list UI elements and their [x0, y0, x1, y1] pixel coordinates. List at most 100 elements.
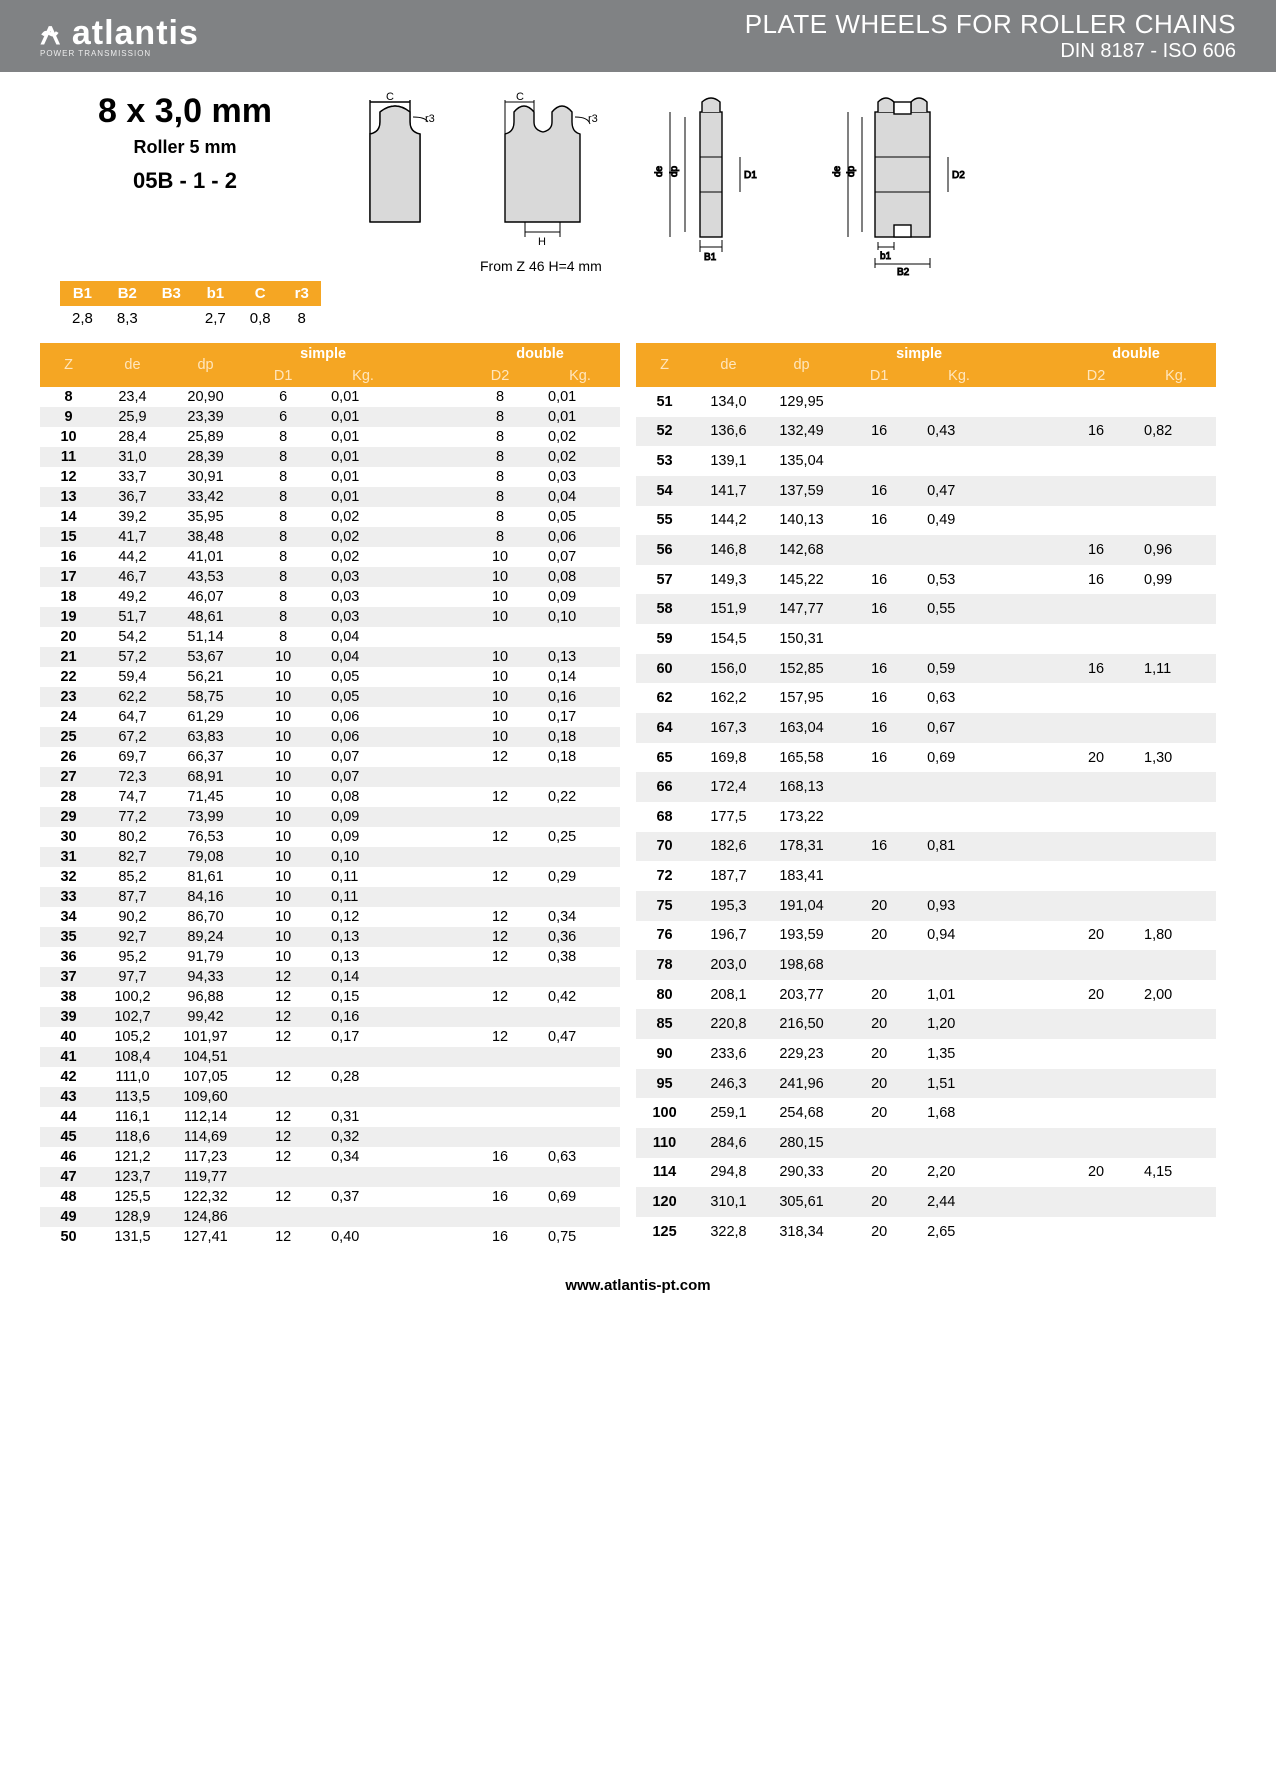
cell: 66: [636, 772, 693, 802]
cell: 16: [1056, 565, 1136, 595]
table-row: 90233,6229,23201,35: [636, 1039, 1216, 1069]
col-header: dp: [168, 343, 243, 387]
cell: 0,81: [919, 832, 999, 862]
cell: 107,05: [168, 1067, 243, 1087]
table-row: 1746,743,5380,03100,08: [40, 567, 620, 587]
cell: 142,68: [764, 535, 839, 565]
table-row: 57149,3145,22160,53160,99: [636, 565, 1216, 595]
cell: 127,41: [168, 1227, 243, 1247]
cell: 59: [636, 624, 693, 654]
page-title: PLATE WHEELS FOR ROLLER CHAINS: [745, 9, 1236, 40]
cell: [999, 476, 1056, 506]
cell: [999, 861, 1056, 891]
cell: 68,91: [168, 767, 243, 787]
cell: 0,01: [540, 387, 620, 407]
cell: 10: [460, 647, 540, 667]
cell: [403, 507, 460, 527]
cell: [999, 891, 1056, 921]
cell: [403, 1167, 460, 1187]
cell: 14: [40, 507, 97, 527]
cell: 8: [243, 627, 323, 647]
cell: 0,02: [540, 447, 620, 467]
b-table-wrap: B1B2B3b1Cr3 2,88,32,70,88: [0, 281, 1276, 343]
cell: 152,85: [764, 654, 839, 684]
cell: [999, 1158, 1056, 1188]
cell: 1,30: [1136, 743, 1216, 773]
table-row: 3797,794,33120,14: [40, 967, 620, 987]
cell: 62: [636, 683, 693, 713]
col-header: dp: [764, 343, 839, 387]
cell: 32: [40, 867, 97, 887]
cell: 157,95: [764, 683, 839, 713]
svg-text:D1: D1: [744, 170, 757, 181]
cell: 10: [243, 667, 323, 687]
cell: 169,8: [693, 743, 764, 773]
table-row: 1849,246,0780,03100,09: [40, 587, 620, 607]
cell: 0,22: [540, 787, 620, 807]
cell: [540, 1107, 620, 1127]
cell: 20: [839, 891, 919, 921]
cell: 10: [460, 687, 540, 707]
cell: 8: [460, 467, 540, 487]
cell: 16: [839, 832, 919, 862]
cell: 85: [636, 1009, 693, 1039]
cell: 58: [636, 594, 693, 624]
cell: 43,53: [168, 567, 243, 587]
cell: 1,68: [919, 1098, 999, 1128]
cell: 16: [839, 654, 919, 684]
cell: 70: [636, 832, 693, 862]
cell: [1056, 950, 1136, 980]
table-row: 925,923,3960,0180,01: [40, 407, 620, 427]
cell: [403, 1067, 460, 1087]
cell: 305,61: [764, 1187, 839, 1217]
cell: 76,53: [168, 827, 243, 847]
footer-url: www.atlantis-pt.com: [0, 1267, 1276, 1324]
cell: [999, 950, 1056, 980]
cell: 20: [839, 1069, 919, 1099]
cell: [403, 587, 460, 607]
cell: [1136, 861, 1216, 891]
cell: [839, 772, 919, 802]
cell: 0,10: [323, 847, 403, 867]
cell: [999, 387, 1056, 417]
cell: 12: [243, 1067, 323, 1087]
table-row: 110284,6280,15: [636, 1128, 1216, 1158]
cell: 34: [40, 907, 97, 927]
cell: 20: [839, 1187, 919, 1217]
cell: 90,2: [97, 907, 168, 927]
cell: 19: [40, 607, 97, 627]
cell: 8: [243, 487, 323, 507]
cell: 151,9: [693, 594, 764, 624]
cell: 0,53: [919, 565, 999, 595]
cell: 49: [40, 1207, 97, 1227]
cell: 12: [460, 947, 540, 967]
cell: [403, 847, 460, 867]
cell: 8: [243, 447, 323, 467]
table-row: 76196,7193,59200,94201,80: [636, 921, 1216, 951]
cell: 0,13: [540, 647, 620, 667]
cell: 16: [40, 547, 97, 567]
cell: 147,77: [764, 594, 839, 624]
cell: 10: [460, 667, 540, 687]
cell: [460, 767, 540, 787]
cell: 16: [460, 1147, 540, 1167]
cell: 322,8: [693, 1217, 764, 1247]
cell: 10: [243, 727, 323, 747]
table-row: 85220,8216,50201,20: [636, 1009, 1216, 1039]
cell: [999, 683, 1056, 713]
cell: [403, 1207, 460, 1227]
cell: 56,21: [168, 667, 243, 687]
cell: [999, 1187, 1056, 1217]
cell: 57: [636, 565, 693, 595]
cell: 0,93: [919, 891, 999, 921]
cell: [460, 1127, 540, 1147]
b-header: B1: [60, 281, 105, 306]
cell: [403, 907, 460, 927]
cell: [999, 654, 1056, 684]
table-row: 2362,258,75100,05100,16: [40, 687, 620, 707]
cell: [1056, 1069, 1136, 1099]
cell: 0,12: [323, 907, 403, 927]
cell: 118,6: [97, 1127, 168, 1147]
cell: 15: [40, 527, 97, 547]
cell: 8: [40, 387, 97, 407]
